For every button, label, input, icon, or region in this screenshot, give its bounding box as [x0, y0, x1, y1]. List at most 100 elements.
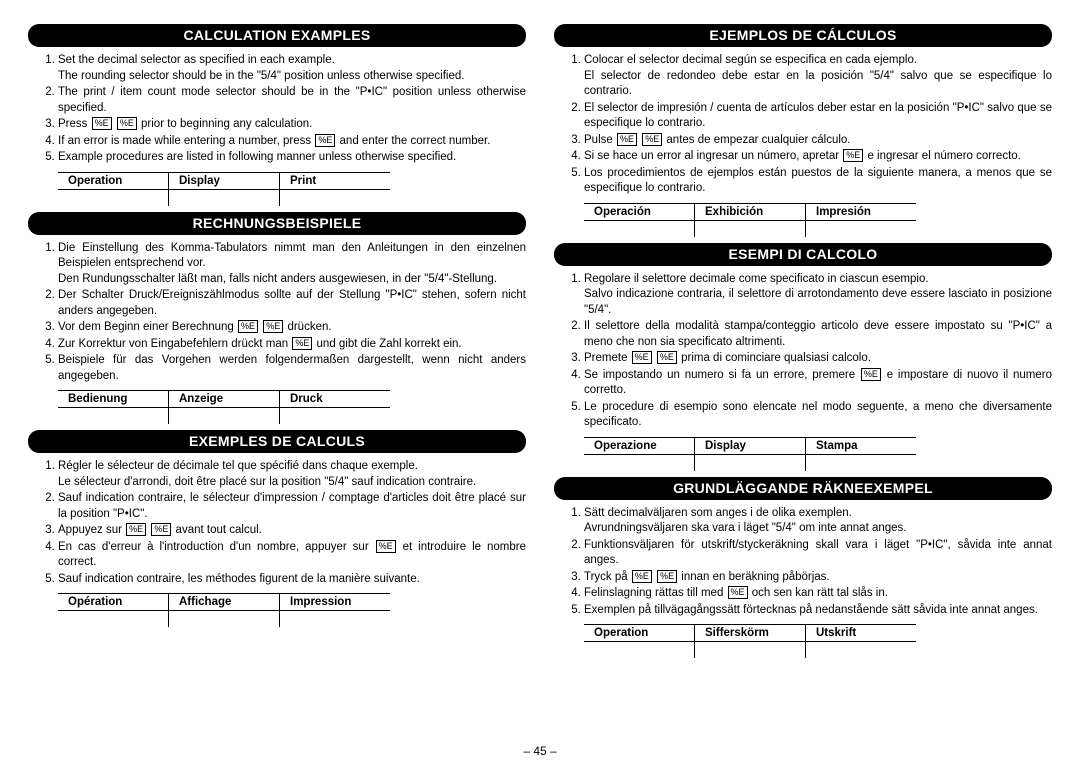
table-empty-cell: [695, 642, 806, 659]
section-title-it: ESEMPI DI CALCOLO: [554, 243, 1052, 266]
table-empty-cell: [584, 220, 695, 237]
list-item: The print / item count mode selector sho…: [58, 85, 526, 116]
list-item: Colocar el selector decimal según se esp…: [584, 53, 1052, 100]
table-empty-cell: [169, 408, 280, 425]
table-empty-cell: [695, 454, 806, 471]
list-item: Sauf indication contraire, le sélecteur …: [58, 491, 526, 522]
table-header-cell: Operación: [584, 203, 695, 220]
ce-key-icon: %E: [238, 320, 258, 333]
list-item: Example procedures are listed in followi…: [58, 150, 526, 166]
table-header-cell: Display: [169, 172, 280, 189]
table-header-cell: Stampa: [806, 437, 917, 454]
section-title-es: EJEMPLOS DE CÁLCULOS: [554, 24, 1052, 47]
table-empty-cell: [169, 611, 280, 628]
steps-list-it: Regolare il selettore decimale come spec…: [554, 272, 1052, 431]
section-title-en: CALCULATION EXAMPLES: [28, 24, 526, 47]
ce-key-icon: %E: [126, 523, 146, 536]
list-item: Sätt decimalväljaren som anges i de olik…: [584, 506, 1052, 537]
page-root: CALCULATION EXAMPLES Set the decimal sele…: [0, 0, 1080, 762]
list-item: Le procedure di esempio sono elencate ne…: [584, 400, 1052, 431]
header-table-en: OperationDisplayPrint: [58, 172, 390, 206]
list-item: Exemplen på tillvägagångssätt förtecknas…: [584, 603, 1052, 619]
table-header-cell: Operation: [584, 625, 695, 642]
table-empty-cell: [280, 189, 391, 206]
header-table-it: OperazioneDisplayStampa: [584, 437, 916, 471]
ce-key-icon: %E: [117, 117, 137, 130]
list-item: En cas d'erreur à l'introduction d'un no…: [58, 540, 526, 571]
left-column: CALCULATION EXAMPLES Set the decimal sele…: [28, 18, 540, 762]
header-table-es: OperaciónExhibiciónImpresión: [584, 203, 916, 237]
table-header-cell: Druck: [280, 391, 391, 408]
ce-key-icon: %E: [861, 368, 881, 381]
section-title-sv: GRUNDLÄGGANDE RÄKNEEXEMPEL: [554, 477, 1052, 500]
table-header-cell: Impresión: [806, 203, 917, 220]
table-header-cell: Sifferskörm: [695, 625, 806, 642]
table-empty-cell: [806, 642, 917, 659]
table-empty-cell: [280, 611, 391, 628]
table-header-cell: Operazione: [584, 437, 695, 454]
ce-key-icon: %E: [263, 320, 283, 333]
ce-key-icon: %E: [657, 570, 677, 583]
steps-list-en: Set the decimal selector as specified in…: [28, 53, 526, 166]
list-item: Vor dem Beginn einer Berechnung %E %E dr…: [58, 320, 526, 336]
header-table-fr: OpérationAffichageImpression: [58, 593, 390, 627]
ce-key-icon: %E: [632, 351, 652, 364]
table-header-cell: Print: [280, 172, 391, 189]
ce-key-icon: %E: [632, 570, 652, 583]
table-header-cell: Impression: [280, 594, 391, 611]
header-table-de: BedienungAnzeigeDruck: [58, 390, 390, 424]
ce-key-icon: %E: [376, 540, 396, 553]
table-empty-cell: [58, 408, 169, 425]
list-item: Se impostando un numero si fa un errore,…: [584, 368, 1052, 399]
list-item: Press %E %E prior to beginning any calcu…: [58, 117, 526, 133]
right-column: EJEMPLOS DE CÁLCULOS Colocar el selector …: [540, 18, 1052, 762]
list-item: Funktionsväljaren för utskrift/styckeräk…: [584, 538, 1052, 569]
ce-key-icon: %E: [151, 523, 171, 536]
ce-key-icon: %E: [642, 133, 662, 146]
table-empty-cell: [280, 408, 391, 425]
list-item: Tryck på %E %E innan en beräkning påbörj…: [584, 570, 1052, 586]
list-item: El selector de impresión / cuenta de art…: [584, 101, 1052, 132]
list-item: If an error is made while entering a num…: [58, 134, 526, 150]
list-item: Il selettore della modalità stampa/conte…: [584, 319, 1052, 350]
list-item: Premete %E %E prima di cominciare qualsi…: [584, 351, 1052, 367]
table-header-cell: Bedienung: [58, 391, 169, 408]
list-item: Sauf indication contraire, les méthodes …: [58, 572, 526, 588]
steps-list-sv: Sätt decimalväljaren som anges i de olik…: [554, 506, 1052, 619]
ce-key-icon: %E: [843, 149, 863, 162]
table-empty-cell: [58, 611, 169, 628]
ce-key-icon: %E: [617, 133, 637, 146]
section-title-fr: EXEMPLES DE CALCULS: [28, 430, 526, 453]
table-header-cell: Utskrift: [806, 625, 917, 642]
section-title-de: RECHNUNGSBEISPIELE: [28, 212, 526, 235]
steps-list-fr: Régler le sélecteur de décimale tel que …: [28, 459, 526, 587]
list-item: Set the decimal selector as specified in…: [58, 53, 526, 84]
list-item: Si se hace un error al ingresar un númer…: [584, 149, 1052, 165]
table-empty-cell: [58, 189, 169, 206]
list-item: Régler le sélecteur de décimale tel que …: [58, 459, 526, 490]
table-header-cell: Anzeige: [169, 391, 280, 408]
steps-list-de: Die Einstellung des Komma-Tabulators nim…: [28, 241, 526, 385]
table-empty-cell: [169, 189, 280, 206]
list-item: Der Schalter Druck/Ereigniszählmodus sol…: [58, 288, 526, 319]
table-header-cell: Exhibición: [695, 203, 806, 220]
list-item: Beispiele für das Vorgehen werden folgen…: [58, 353, 526, 384]
steps-list-es: Colocar el selector decimal según se esp…: [554, 53, 1052, 197]
table-empty-cell: [806, 454, 917, 471]
header-table-sv: OperationSifferskörmUtskrift: [584, 624, 916, 658]
list-item: Appuyez sur %E %E avant tout calcul.: [58, 523, 526, 539]
list-item: Los procedimientos de ejemplos están pue…: [584, 166, 1052, 197]
table-empty-cell: [806, 220, 917, 237]
table-header-cell: Operation: [58, 172, 169, 189]
list-item: Die Einstellung des Komma-Tabulators nim…: [58, 241, 526, 288]
ce-key-icon: %E: [657, 351, 677, 364]
ce-key-icon: %E: [728, 586, 748, 599]
list-item: Felinslagning rättas till med %E och sen…: [584, 586, 1052, 602]
list-item: Pulse %E %E antes de empezar cualquier c…: [584, 133, 1052, 149]
ce-key-icon: %E: [92, 117, 112, 130]
ce-key-icon: %E: [315, 134, 335, 147]
table-empty-cell: [695, 220, 806, 237]
list-item: Zur Korrektur von Eingabefehlern drückt …: [58, 337, 526, 353]
list-item: Regolare il selettore decimale come spec…: [584, 272, 1052, 319]
table-header-cell: Affichage: [169, 594, 280, 611]
